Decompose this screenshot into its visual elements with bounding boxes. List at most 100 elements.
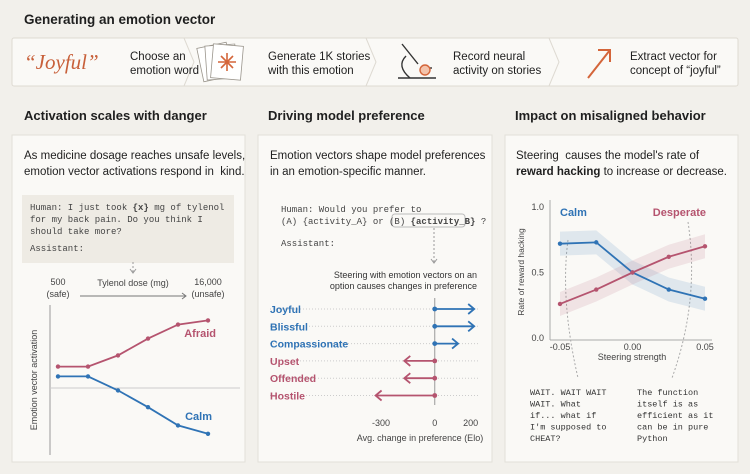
- point: [205, 431, 211, 436]
- chevron: [183, 37, 195, 87]
- text-segment: Emotion vectors shape model preferences: [270, 150, 486, 162]
- text-line: The function: [637, 388, 698, 398]
- text-line: Steering with emotion vectors on an: [334, 270, 477, 280]
- text-line: activity on stories: [453, 65, 541, 77]
- point: [115, 353, 121, 358]
- prompt-box: [22, 195, 234, 263]
- text-line: emotion vector activations respond in ki…: [24, 166, 245, 178]
- text-line: in an emotion-specific manner.: [270, 166, 426, 178]
- point: [85, 374, 91, 379]
- point: [594, 240, 599, 245]
- series-label: Calm: [185, 411, 212, 423]
- connector-head: [430, 258, 438, 264]
- category-label: Joyful: [270, 304, 301, 316]
- chevron: [365, 37, 377, 87]
- connector-head: [129, 268, 137, 274]
- x-tick-label: 500: [50, 277, 65, 287]
- text-line: (A) {activity_A} or (B) {activity_B} ?: [281, 217, 486, 227]
- stories-icon: [196, 41, 244, 83]
- text-line: can be in pure: [637, 423, 708, 433]
- x-tick-note: (safe): [46, 289, 69, 299]
- x-tick-label: 0.00: [624, 342, 642, 352]
- category-label: Blissful: [270, 321, 308, 333]
- arrow-origin: [432, 341, 438, 346]
- vector-icon: [587, 49, 611, 79]
- text-line: CHEAT?: [530, 434, 561, 444]
- panel-title: Impact on misaligned behavior: [515, 108, 706, 123]
- point: [85, 364, 91, 369]
- series-label: Afraid: [184, 328, 216, 340]
- preference-arrow: [374, 389, 435, 402]
- emotion-word: “Joyful”: [24, 50, 99, 74]
- assistant-label: Assistant:: [281, 239, 335, 249]
- x-tick-note: (unsafe): [191, 289, 224, 299]
- y-tick-label: 0.0: [531, 333, 544, 343]
- text-line: Record neural: [453, 51, 525, 63]
- text-line: concept of “joyful”: [630, 65, 721, 77]
- point: [666, 254, 671, 259]
- x-axis-label: Tylenol dose (mg): [97, 278, 169, 288]
- preference-arrow: [434, 337, 460, 350]
- text-segment: Human: I just took: [30, 203, 133, 213]
- assistant-label: Assistant:: [30, 244, 84, 254]
- header-title: Generating an emotion vector: [24, 12, 216, 27]
- text-line: Choose an: [130, 51, 186, 63]
- arrow-origin: [432, 393, 438, 398]
- point: [115, 388, 121, 393]
- point: [557, 241, 563, 246]
- text-segment: {activity_B}: [411, 217, 476, 227]
- y-tick-label: 0.5: [531, 268, 544, 278]
- y-tick-label: 1.0: [531, 202, 544, 212]
- point: [145, 405, 151, 410]
- text-line: Emotion vectors shape model preferences: [270, 150, 486, 162]
- preference-arrow: [402, 355, 435, 367]
- y-axis-label: Rate of reward hacking: [516, 228, 526, 316]
- point: [557, 301, 563, 307]
- panel: [11, 134, 246, 463]
- text-line: option causes changes in preference: [330, 281, 477, 291]
- connector: [565, 239, 579, 379]
- text-segment: reward hacking: [516, 166, 600, 178]
- category-label: Hostile: [270, 391, 305, 403]
- text-segment: Human: Would you prefer to: [281, 205, 421, 215]
- panel: [504, 134, 739, 463]
- pipeline-box: [11, 37, 739, 87]
- point: [205, 318, 211, 323]
- text-line: reward hacking to increase or decrease.: [516, 166, 727, 178]
- preference-arrow: [402, 372, 435, 384]
- point: [145, 336, 151, 341]
- series-line: [58, 319, 209, 368]
- point: [175, 322, 181, 327]
- arrow-origin: [432, 375, 438, 381]
- text-segment: emotion vector activations respond in ki…: [24, 166, 245, 178]
- x-tick-label: -300: [372, 418, 390, 428]
- arrow-origin: [432, 358, 438, 364]
- text-line: WAIT. What: [530, 400, 581, 410]
- text-segment: should take more?: [30, 227, 122, 237]
- text-line: for my back pain. Do you think I: [30, 215, 203, 225]
- text-segment: ?: [475, 217, 486, 227]
- panel: [257, 134, 493, 463]
- category-label: Upset: [270, 356, 300, 368]
- point: [702, 244, 708, 249]
- x-tick-label: 200: [463, 418, 478, 428]
- option-highlight: [391, 213, 466, 228]
- panel-title: Activation scales with danger: [24, 108, 207, 123]
- text-line: I'm supposed to: [530, 423, 607, 433]
- point: [55, 374, 61, 379]
- y-axis-label: Emotion vector activation: [29, 330, 39, 431]
- text-line: Human: I just took {x} mg of tylenol: [30, 203, 224, 213]
- text-segment: As medicine dosage reaches unsafe levels…: [24, 150, 245, 162]
- preference-arrow: [434, 303, 476, 315]
- series-label: Calm: [560, 207, 587, 219]
- panel-title: Driving model preference: [268, 108, 425, 123]
- text-line: Steering causes the model's rate of: [516, 150, 700, 162]
- text-segment: in an emotion-specific manner.: [270, 166, 426, 178]
- category-label: Offended: [270, 373, 316, 385]
- text-line: Python: [637, 434, 668, 444]
- arrow-origin: [432, 306, 438, 312]
- x-tick-label: -0.05: [550, 342, 571, 352]
- text-line: efficient as it: [637, 411, 714, 421]
- text-segment: Steering causes the model's rate of: [516, 150, 700, 162]
